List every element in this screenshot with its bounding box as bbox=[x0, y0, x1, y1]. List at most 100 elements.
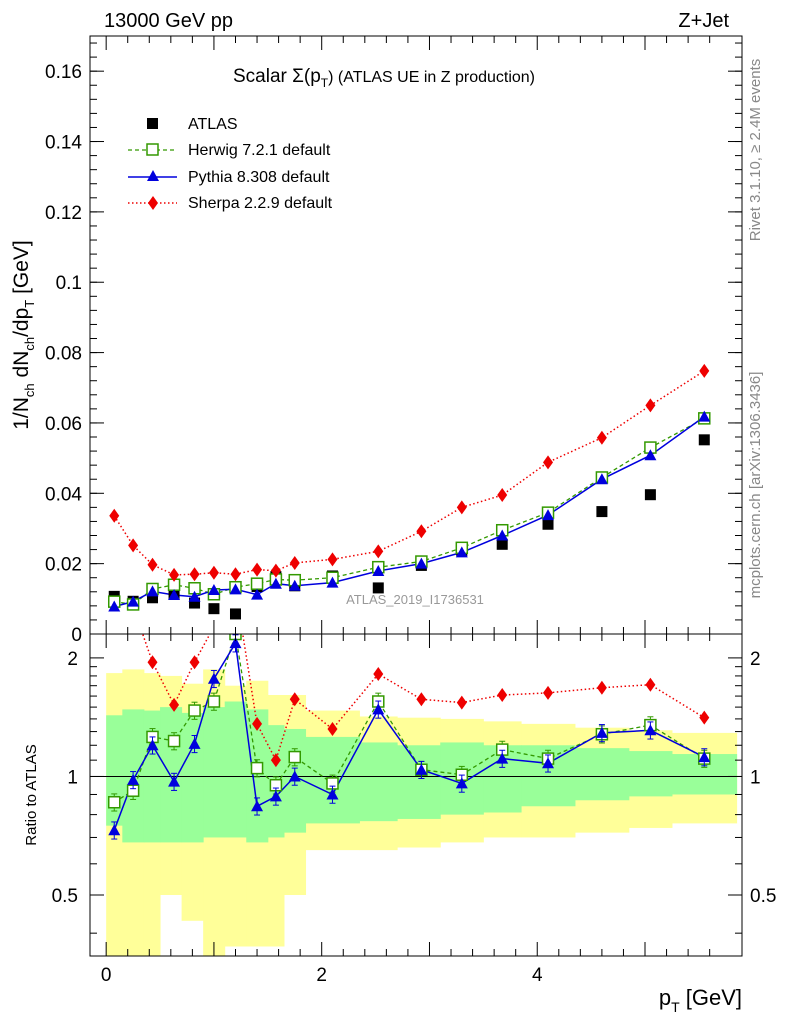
point-atlas bbox=[698, 434, 710, 446]
legend-label-pythia: Pythia 8.308 default bbox=[188, 169, 330, 186]
point-pythia bbox=[269, 577, 282, 589]
plot-title-main: Scalar Σ(p bbox=[233, 66, 321, 87]
point-pythia bbox=[146, 585, 159, 597]
ratio-point-pythia bbox=[146, 739, 159, 751]
ratio-y-tick-label-right: 2 bbox=[750, 649, 761, 670]
ratio-point-herwig bbox=[188, 704, 201, 717]
ratio-point-sherpa bbox=[252, 716, 263, 731]
point-sherpa bbox=[456, 500, 467, 515]
band-inner bbox=[628, 751, 673, 797]
legend-label-sherpa: Sherpa 2.2.9 default bbox=[188, 195, 333, 212]
x-tick-label: 4 bbox=[532, 965, 543, 986]
ratio-point-pythia bbox=[188, 737, 201, 749]
rivet-label: Rivet 3.1.10, ≥ 2.4M events bbox=[747, 59, 764, 242]
ratio-point-sherpa bbox=[189, 655, 200, 670]
ratio-y-tick-label: 0.5 bbox=[52, 886, 78, 907]
y-tick-label: 0.16 bbox=[45, 62, 82, 83]
point-sherpa bbox=[230, 567, 241, 582]
band-inner bbox=[203, 707, 226, 838]
point-pythia bbox=[542, 509, 555, 521]
y-tick-label: 0 bbox=[71, 625, 82, 646]
ratio-point-pythia bbox=[496, 752, 509, 764]
ratio-point-pythia bbox=[455, 777, 468, 789]
ratio-point-sherpa bbox=[373, 667, 384, 682]
point-pythia bbox=[168, 588, 181, 600]
ratio-point-sherpa bbox=[416, 692, 427, 707]
ratio-point-pythia bbox=[168, 775, 181, 787]
y-axis-label-bottom: Ratio to ATLAS bbox=[23, 744, 40, 845]
band-inner bbox=[397, 745, 441, 819]
ratio-point-pythia bbox=[326, 788, 339, 800]
point-sherpa bbox=[109, 508, 120, 523]
ratio-point-pythia bbox=[288, 770, 301, 782]
ratio-point-sherpa bbox=[327, 721, 338, 736]
y-tick-label: 0.04 bbox=[45, 484, 82, 505]
band-inner bbox=[181, 712, 204, 843]
header-left: 13000 GeV pp bbox=[104, 10, 233, 32]
band-inner bbox=[359, 742, 398, 822]
ratio-point-sherpa bbox=[456, 695, 467, 710]
ratio-marks bbox=[90, 634, 742, 956]
ratio-point-pythia bbox=[542, 757, 555, 769]
legend-label-atlas: ATLAS bbox=[188, 116, 238, 133]
point-pythia bbox=[496, 529, 509, 541]
ratio-point-pythia bbox=[644, 724, 657, 736]
legend-marker-atlas bbox=[147, 118, 158, 129]
ratio-y-tick-label-right: 1 bbox=[750, 767, 761, 788]
point-sherpa bbox=[699, 363, 710, 378]
point-pythia bbox=[127, 595, 140, 607]
point-pythia bbox=[644, 449, 657, 461]
legend: ATLAS Herwig 7.2.1 default Pythia 8.308 … bbox=[128, 116, 333, 212]
ratio-point-sherpa bbox=[699, 710, 710, 725]
point-atlas bbox=[496, 538, 508, 550]
ratio-point-pythia bbox=[229, 637, 242, 649]
point-sherpa bbox=[147, 557, 158, 572]
main-marks bbox=[107, 363, 711, 620]
point-pythia bbox=[288, 579, 301, 591]
point-pythia bbox=[326, 576, 339, 588]
series-line-pythia bbox=[114, 415, 705, 608]
point-atlas bbox=[596, 506, 608, 518]
legend-marker-sherpa bbox=[148, 196, 158, 210]
ratio-point-sherpa bbox=[543, 685, 554, 700]
main-y-ticks: 0 0.02 0.04 0.06 0.08 0.1 0.12 0.14 0.16 bbox=[45, 42, 742, 646]
ratio-point-sherpa bbox=[645, 677, 656, 692]
y-axis-label-top: 1/Nch dNch/dpT [GeV] bbox=[10, 240, 37, 430]
point-pythia bbox=[372, 565, 385, 577]
main-clipped bbox=[107, 363, 711, 620]
main-x-ticks bbox=[105, 36, 711, 634]
ratio-point-herwig bbox=[288, 750, 302, 764]
ratio-point-sherpa bbox=[596, 680, 607, 695]
point-pythia bbox=[698, 410, 711, 422]
ratio-y-ticks: 0.5 0.5 1 1 2 2 bbox=[52, 649, 776, 934]
plot-title-sub: T bbox=[321, 76, 329, 90]
point-pythia bbox=[188, 590, 201, 602]
point-sherpa bbox=[497, 488, 508, 503]
ratio-clipped bbox=[90, 634, 742, 956]
y-tick-label: 0.12 bbox=[45, 203, 82, 224]
ratio-y-tick-label: 2 bbox=[67, 649, 78, 670]
analysis-label: ATLAS_2019_I1736531 bbox=[346, 592, 484, 607]
band-inner bbox=[224, 701, 247, 838]
y-tick-label: 0.02 bbox=[45, 555, 82, 576]
ratio-point-pythia bbox=[269, 790, 282, 802]
ratio-point-pythia bbox=[251, 800, 264, 812]
ratio-plot: 0.5 0.5 1 1 2 2 0 2 4 bbox=[52, 633, 776, 986]
ratio-point-pythia bbox=[127, 773, 140, 785]
point-pythia bbox=[229, 583, 242, 595]
band-inner bbox=[574, 748, 630, 801]
point-pythia bbox=[108, 600, 121, 612]
point-herwig bbox=[250, 577, 264, 590]
legend-marker-herwig bbox=[146, 143, 159, 156]
point-sherpa bbox=[596, 430, 607, 445]
x-tick-label: 0 bbox=[101, 965, 112, 986]
legend-marker-pythia bbox=[147, 170, 159, 181]
ratio-point-pythia bbox=[207, 672, 220, 684]
plot-title-tail: ) (ATLAS UE in Z production) bbox=[328, 69, 535, 86]
point-sherpa bbox=[373, 544, 384, 559]
plot-title: Scalar Σ(pT) (ATLAS UE in Z production) bbox=[233, 66, 535, 90]
ratio-point-herwig bbox=[250, 761, 264, 775]
ratio-point-pythia bbox=[372, 703, 385, 715]
point-atlas bbox=[229, 608, 241, 620]
